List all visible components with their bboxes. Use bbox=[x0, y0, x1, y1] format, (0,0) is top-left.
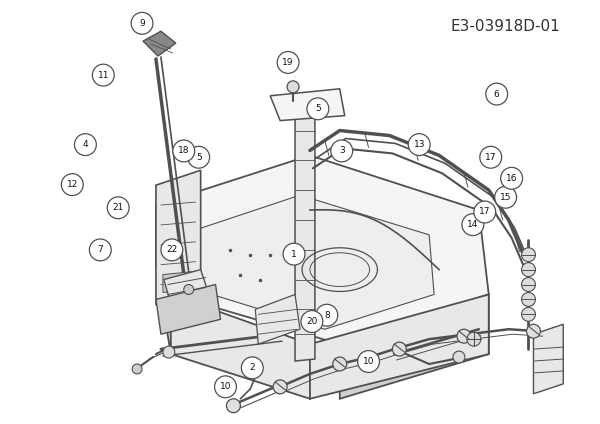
Circle shape bbox=[188, 146, 209, 168]
Text: 5: 5 bbox=[196, 153, 202, 162]
Circle shape bbox=[161, 239, 183, 261]
Circle shape bbox=[173, 140, 194, 162]
Circle shape bbox=[132, 364, 142, 374]
Text: 16: 16 bbox=[506, 174, 517, 183]
Polygon shape bbox=[310, 294, 489, 399]
Circle shape bbox=[358, 351, 379, 372]
Text: 14: 14 bbox=[467, 220, 479, 229]
Circle shape bbox=[521, 262, 535, 276]
Circle shape bbox=[521, 307, 535, 321]
Circle shape bbox=[521, 278, 535, 291]
Polygon shape bbox=[143, 31, 176, 56]
Circle shape bbox=[163, 346, 175, 358]
Polygon shape bbox=[156, 285, 221, 334]
Polygon shape bbox=[163, 272, 193, 293]
Text: 10: 10 bbox=[363, 357, 374, 366]
Text: 18: 18 bbox=[178, 146, 190, 156]
Polygon shape bbox=[255, 294, 300, 344]
Text: E3-03918D-01: E3-03918D-01 bbox=[451, 19, 560, 34]
Text: 2: 2 bbox=[250, 363, 255, 372]
Circle shape bbox=[392, 342, 406, 356]
Circle shape bbox=[131, 12, 153, 34]
Text: 17: 17 bbox=[479, 207, 491, 217]
Circle shape bbox=[61, 174, 83, 195]
Circle shape bbox=[92, 64, 114, 86]
Text: 11: 11 bbox=[98, 71, 109, 80]
Text: 7: 7 bbox=[97, 245, 103, 254]
Text: 9: 9 bbox=[139, 19, 145, 28]
Circle shape bbox=[241, 357, 263, 379]
Polygon shape bbox=[156, 205, 171, 354]
Circle shape bbox=[527, 324, 541, 338]
Circle shape bbox=[500, 167, 523, 189]
Text: 17: 17 bbox=[485, 153, 496, 162]
Circle shape bbox=[301, 311, 323, 332]
Text: 21: 21 bbox=[113, 203, 124, 212]
Circle shape bbox=[521, 293, 535, 307]
Circle shape bbox=[273, 380, 287, 394]
Text: 15: 15 bbox=[500, 193, 511, 202]
Text: 19: 19 bbox=[283, 58, 294, 67]
Circle shape bbox=[333, 357, 347, 371]
Circle shape bbox=[89, 239, 111, 261]
Polygon shape bbox=[295, 99, 315, 361]
Text: 22: 22 bbox=[166, 245, 178, 254]
Circle shape bbox=[480, 146, 502, 168]
Polygon shape bbox=[340, 294, 489, 399]
Circle shape bbox=[486, 83, 508, 105]
Circle shape bbox=[467, 332, 481, 346]
Polygon shape bbox=[196, 195, 434, 329]
Circle shape bbox=[408, 134, 430, 156]
Circle shape bbox=[277, 52, 299, 73]
Circle shape bbox=[307, 98, 329, 120]
Circle shape bbox=[495, 186, 517, 208]
Circle shape bbox=[74, 134, 97, 156]
Text: 6: 6 bbox=[494, 89, 500, 98]
Circle shape bbox=[521, 248, 535, 262]
Circle shape bbox=[457, 329, 471, 343]
Polygon shape bbox=[270, 89, 345, 120]
Polygon shape bbox=[171, 294, 310, 399]
Text: 13: 13 bbox=[413, 140, 425, 149]
Text: 4: 4 bbox=[83, 140, 88, 149]
Polygon shape bbox=[533, 324, 563, 394]
Circle shape bbox=[215, 376, 236, 398]
Circle shape bbox=[453, 351, 465, 363]
Circle shape bbox=[287, 81, 299, 93]
Text: 10: 10 bbox=[220, 382, 231, 391]
Text: 12: 12 bbox=[67, 180, 78, 189]
Text: 3: 3 bbox=[339, 146, 344, 156]
Polygon shape bbox=[164, 270, 211, 311]
Circle shape bbox=[283, 243, 305, 265]
Polygon shape bbox=[156, 155, 489, 344]
Polygon shape bbox=[156, 170, 200, 304]
Circle shape bbox=[107, 197, 129, 219]
Text: 1: 1 bbox=[291, 250, 297, 259]
Circle shape bbox=[316, 304, 338, 326]
Text: 20: 20 bbox=[306, 317, 317, 326]
Circle shape bbox=[462, 214, 484, 236]
Text: 5: 5 bbox=[315, 104, 321, 113]
Text: 8: 8 bbox=[324, 311, 329, 320]
Circle shape bbox=[474, 201, 496, 223]
Circle shape bbox=[226, 399, 241, 413]
Circle shape bbox=[184, 285, 194, 294]
Circle shape bbox=[331, 140, 353, 162]
